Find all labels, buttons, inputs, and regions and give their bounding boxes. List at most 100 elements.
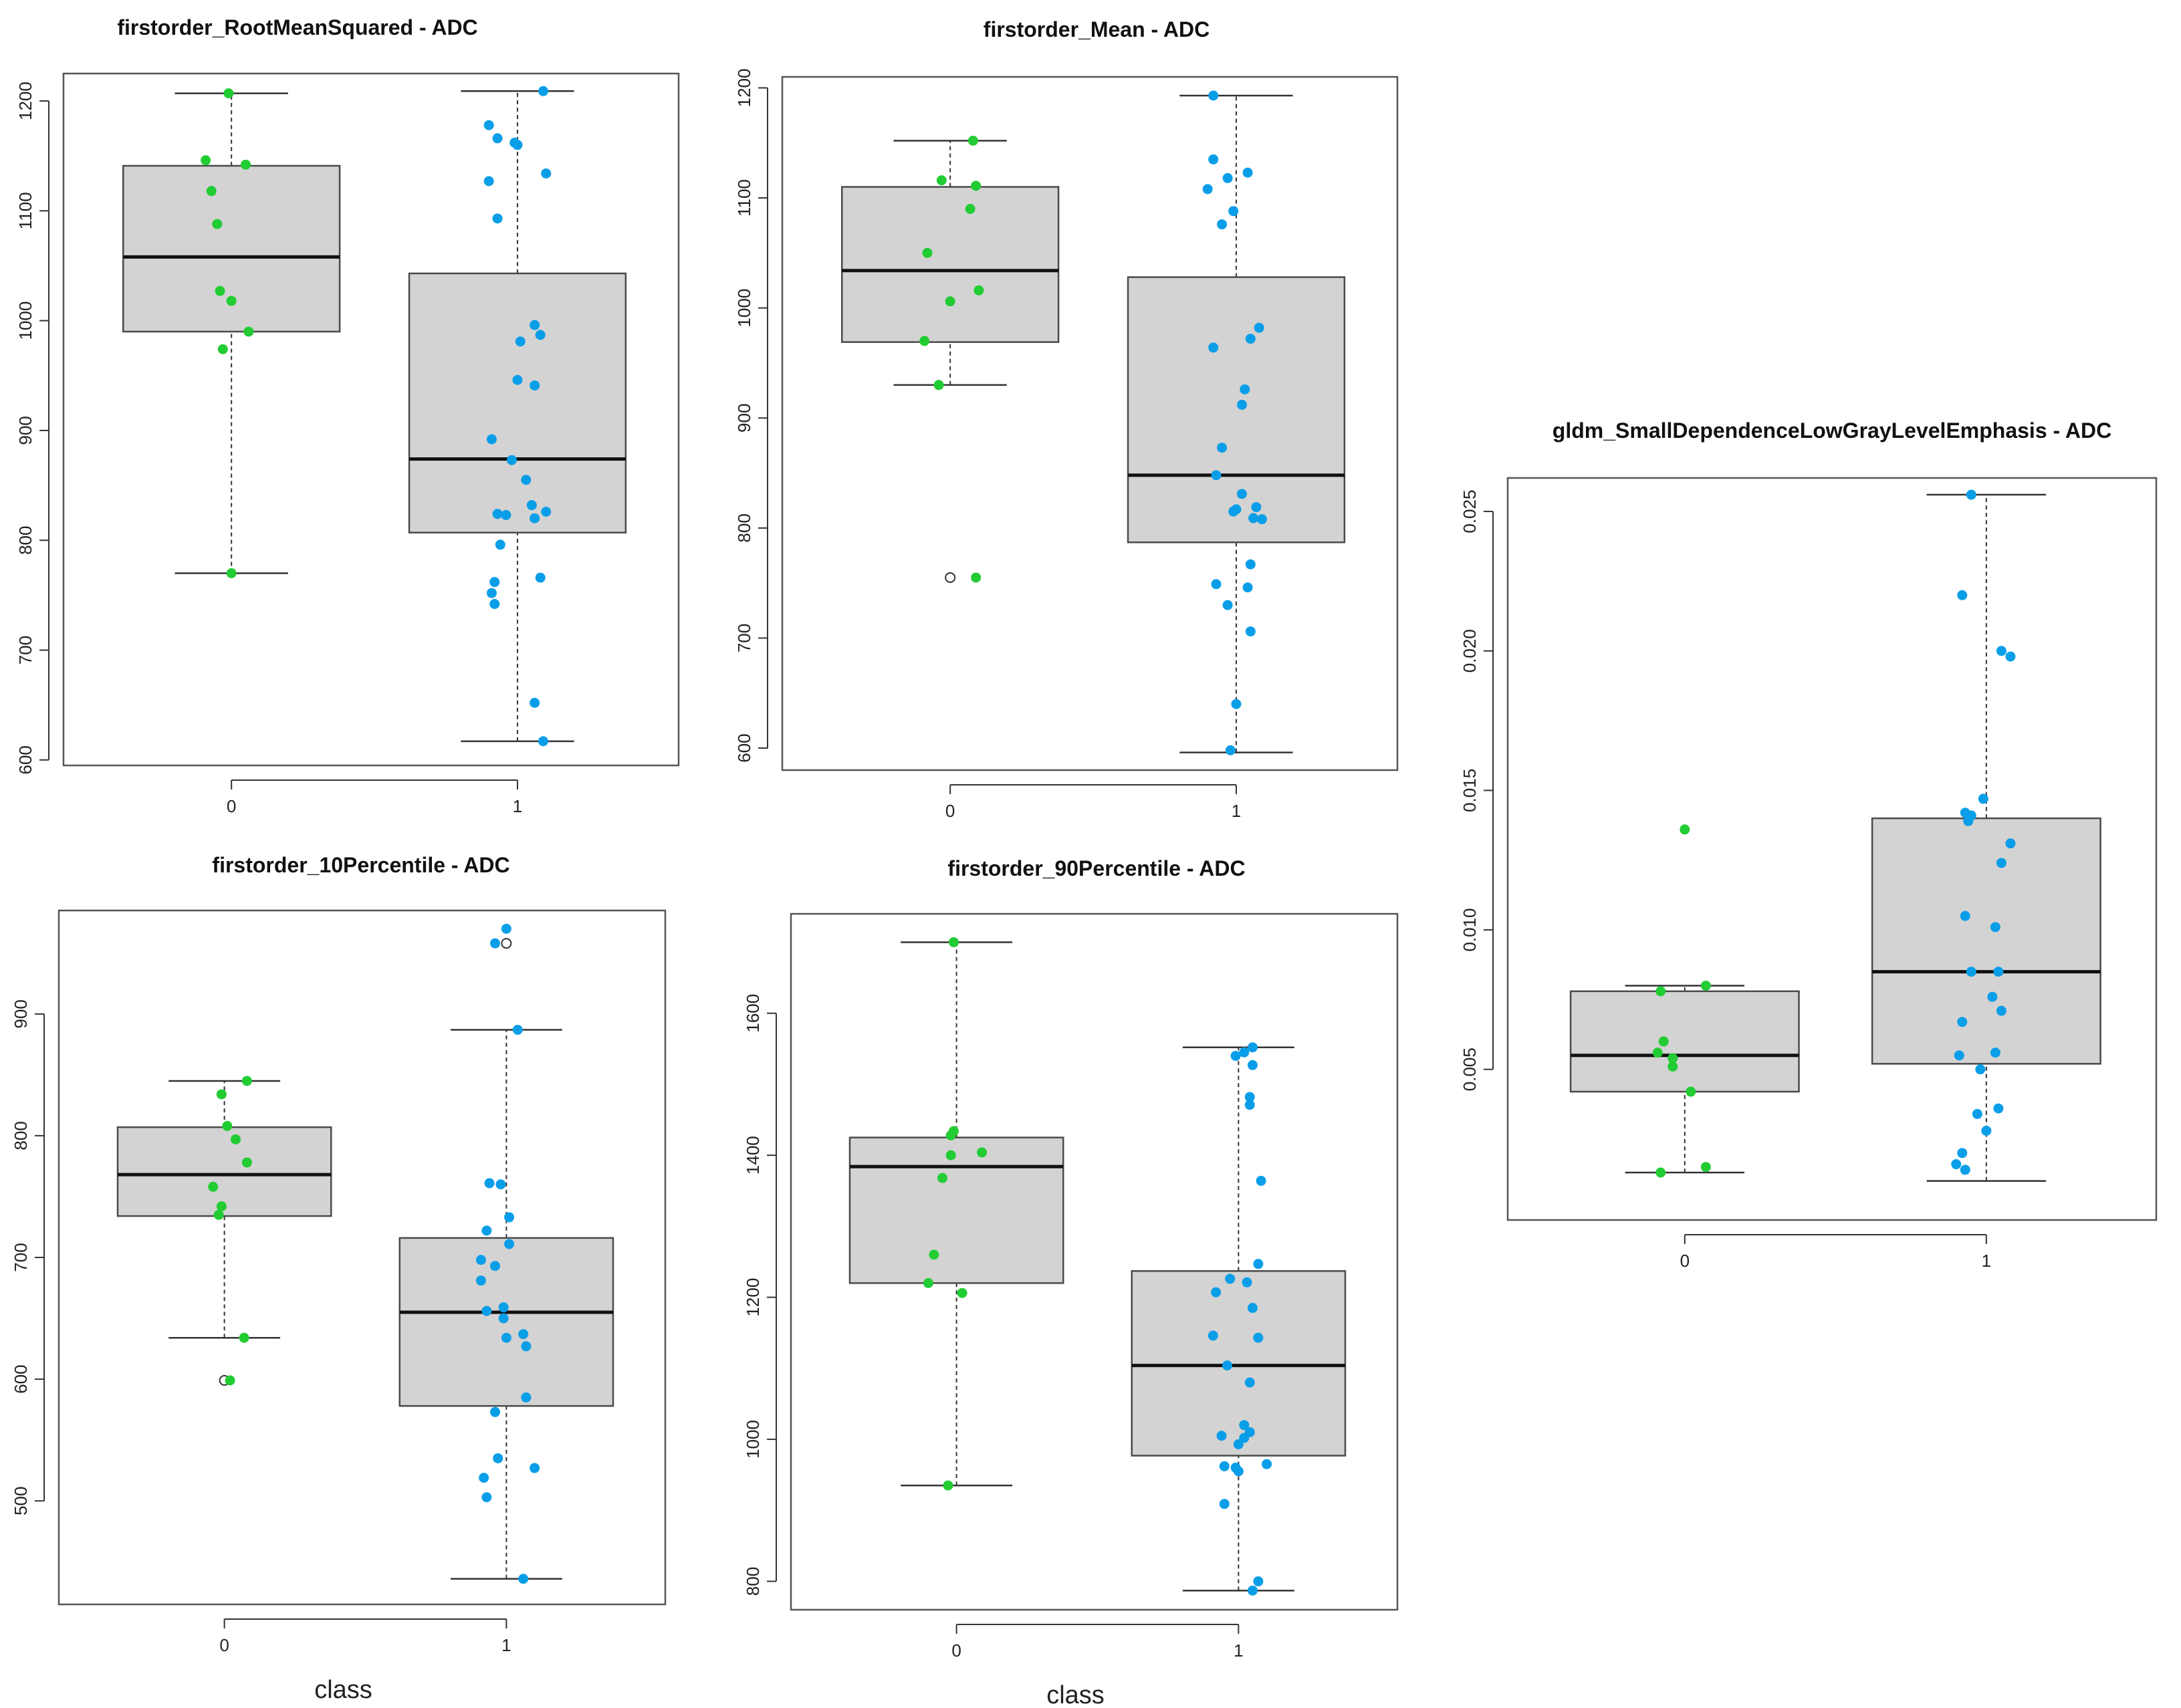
data-point-class-0 [217, 344, 228, 354]
x-tick-label: 0 [227, 796, 236, 816]
data-point-class-0 [1668, 1053, 1678, 1064]
data-point-class-1 [512, 374, 523, 385]
data-point-class-1 [518, 1574, 529, 1584]
data-point-class-0 [948, 937, 959, 947]
data-point-class-1 [1233, 1439, 1244, 1449]
data-point-class-1 [1990, 922, 2000, 933]
data-point-class-1 [1216, 1431, 1227, 1441]
data-point-class-0 [933, 380, 944, 390]
data-point-class-0 [206, 186, 217, 197]
data-point-class-1 [1211, 1287, 1222, 1298]
data-point-class-1 [1208, 1330, 1218, 1341]
data-point-class-1 [1966, 489, 1976, 500]
data-point-class-1 [538, 86, 548, 96]
data-point-class-1 [521, 1392, 532, 1402]
data-point-class-1 [541, 507, 552, 517]
x-tick-label: 1 [513, 796, 522, 816]
data-point-class-0 [936, 175, 947, 186]
data-point-class-1 [530, 513, 540, 523]
y-tick-label: 1200 [734, 69, 754, 108]
data-point-class-1 [1957, 1148, 1968, 1158]
data-point-class-1 [501, 509, 511, 520]
box-class-0 [848, 1136, 1064, 1284]
data-point-class-1 [1242, 1277, 1252, 1288]
data-point-class-0 [945, 1150, 956, 1161]
data-point-class-1 [521, 1341, 532, 1352]
data-point-class-1 [1217, 219, 1228, 230]
data-point-class-0 [971, 572, 982, 583]
data-point-class-0 [945, 296, 955, 307]
plot-frame [62, 72, 680, 767]
data-point-class-1 [1245, 334, 1256, 344]
data-point-class-0 [1700, 980, 1711, 991]
x-tick-label: 1 [1982, 1251, 1991, 1271]
data-point-class-1 [1242, 582, 1253, 593]
data-point-class-1 [475, 1275, 486, 1286]
y-tick-label: 0.015 [1460, 769, 1480, 812]
data-point-class-1 [1228, 206, 1239, 217]
data-point-class-1 [538, 736, 548, 747]
data-point-class-0 [216, 1201, 227, 1212]
data-point-class-0 [1700, 1162, 1711, 1173]
data-point-class-0 [943, 1480, 953, 1491]
data-point-class-1 [530, 320, 540, 330]
panel-mean: firstorder_Mean - ADC 600 700 800 900 1000 110… [734, 17, 1399, 821]
data-point-class-1 [501, 923, 511, 934]
data-point-class-0 [222, 1120, 233, 1131]
data-point-class-0 [215, 285, 225, 296]
data-point-class-1 [1208, 342, 1219, 353]
data-point-class-1 [489, 1407, 500, 1417]
data-point-class-1 [1231, 699, 1242, 709]
data-point-class-0 [1658, 1036, 1669, 1047]
data-point-class-1 [1972, 1108, 1982, 1119]
data-point-class-1 [1208, 90, 1219, 101]
data-point-class-1 [495, 539, 505, 550]
panel-small-dependence-low-gray-level-emphasis: gldm_SmallDependenceLowGrayLevelEmphasis… [1460, 418, 2158, 1271]
data-point-class-1 [512, 140, 523, 150]
data-point-class-1 [1239, 1420, 1250, 1431]
y-tick-label: 600 [734, 733, 754, 762]
data-point-class-0 [937, 1173, 948, 1183]
data-point-class-1 [475, 1255, 486, 1265]
box-class-1 [408, 272, 627, 533]
data-point-class-1 [541, 168, 552, 178]
chart-title: gldm_SmallDependenceLowGrayLevelEmphasis… [1553, 418, 2111, 443]
data-point-class-1 [530, 380, 540, 391]
y-tick-label: 800 [11, 1121, 31, 1150]
outlier-marker [501, 938, 512, 949]
data-point-class-1 [489, 599, 500, 609]
data-point-class-0 [226, 568, 237, 578]
data-point-class-0 [230, 1134, 241, 1144]
data-point-class-1 [489, 577, 500, 588]
y-tick-label: 900 [734, 404, 754, 433]
data-point-class-1 [1251, 502, 1262, 513]
data-point-class-1 [512, 1024, 523, 1035]
data-point-class-1 [1247, 1303, 1258, 1314]
data-point-class-0 [225, 1375, 235, 1386]
data-point-class-1 [1978, 794, 1988, 804]
data-point-class-1 [1202, 184, 1213, 195]
data-point-class-1 [1993, 1103, 2004, 1114]
data-point-class-1 [1240, 384, 1250, 394]
data-point-class-1 [489, 1261, 500, 1271]
y-tick-label: 0.025 [1460, 490, 1480, 533]
data-point-class-1 [493, 1453, 503, 1463]
data-point-class-1 [1211, 470, 1222, 481]
data-point-class-0 [216, 1089, 227, 1100]
data-point-class-1 [1248, 513, 1259, 523]
data-point-class-1 [1253, 1259, 1264, 1269]
data-point-class-0 [945, 1130, 956, 1140]
y-tick-label: 700 [734, 624, 754, 652]
data-point-class-1 [504, 1239, 515, 1249]
box-class-0 [122, 164, 341, 333]
data-point-class-1 [518, 1329, 529, 1340]
y-tick-label: 600 [11, 1364, 31, 1393]
data-point-class-1 [1219, 1499, 1230, 1509]
outlier-marker [945, 572, 956, 583]
y-tick-label: 1000 [15, 301, 35, 340]
data-point-class-1 [1957, 590, 1968, 600]
chart-title: firstorder_Mean - ADC [984, 17, 1210, 41]
data-point-class-1 [1990, 1048, 2000, 1058]
data-point-class-1 [1981, 1125, 1992, 1136]
data-point-class-1 [1960, 1165, 1970, 1175]
